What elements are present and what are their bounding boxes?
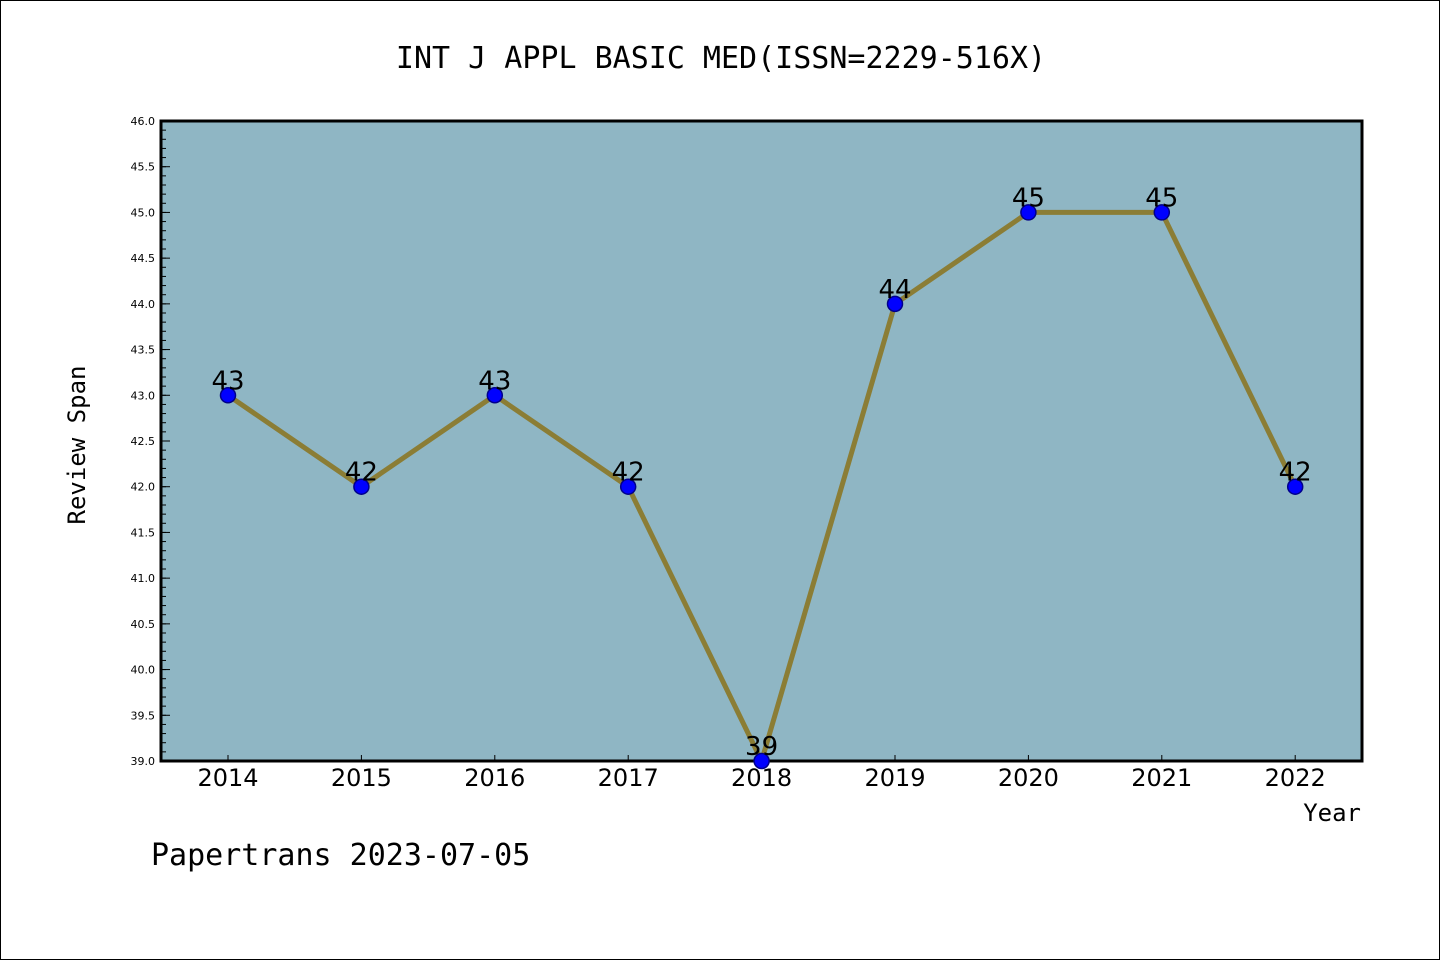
data-labels: 43 42 43 42 39 44 45 45 42 [211, 183, 1311, 762]
data-point [1286, 478, 1304, 495]
data-label: 43 [211, 366, 244, 396]
y-tick-label: 41.0 [131, 572, 156, 585]
y-tick-label: 44.0 [131, 298, 156, 311]
y-tick-label: 45.0 [131, 206, 156, 219]
y-tick-label: 40.0 [131, 664, 156, 677]
data-label: 45 [1012, 183, 1045, 213]
data-label: 43 [478, 366, 511, 396]
y-tick-label: 42.0 [131, 481, 156, 494]
x-tick-label: 2014 [197, 764, 258, 792]
chart-title: INT J APPL BASIC MED(ISSN=2229-516X) [396, 41, 1046, 76]
y-tick-labels: 39.0 39.5 40.0 40.5 41.0 41.5 42.0 42.5 43.0 43.5… [131, 115, 156, 768]
y-tick-label: 45.5 [131, 161, 156, 174]
data-point [753, 752, 770, 770]
y-tick-label: 46.0 [131, 115, 156, 128]
data-point [1020, 204, 1037, 221]
data-point [486, 387, 504, 404]
data-label: 39 [745, 732, 778, 762]
y-tick-label: 43.5 [131, 344, 156, 357]
y-major-ticks [161, 120, 170, 762]
x-tick-label: 2021 [1131, 764, 1192, 792]
x-axis-label: Year [1303, 799, 1361, 827]
y-tick-label: 43.0 [131, 389, 156, 402]
data-point [219, 387, 237, 404]
plot-area [159, 119, 1364, 763]
y-tick-label: 42.5 [131, 435, 156, 448]
data-markers [219, 204, 1304, 770]
data-label: 42 [1279, 458, 1312, 488]
y-tick-label: 39.0 [131, 755, 156, 768]
x-tick-label: 2015 [331, 764, 392, 792]
x-tick-label: 2016 [464, 764, 525, 792]
data-label: 42 [612, 458, 645, 488]
x-tick-label: 2022 [1265, 764, 1326, 792]
data-point [353, 478, 370, 495]
data-label: 45 [1145, 183, 1178, 213]
x-tick-labels: 2014 2015 2016 2017 2018 2019 2020 2021 2022 [197, 764, 1325, 792]
x-tick-label: 2020 [998, 764, 1059, 792]
y-axis-label: Review Span [63, 366, 91, 525]
data-point [886, 295, 904, 313]
data-label: 44 [878, 275, 911, 305]
y-tick-label: 44.5 [131, 252, 156, 265]
data-point [1153, 204, 1171, 221]
data-label: 42 [345, 458, 378, 488]
footer-text: Papertrans 2023-07-05 [151, 838, 530, 873]
x-tick-label: 2017 [598, 764, 659, 792]
y-tick-label: 39.5 [131, 709, 156, 722]
y-tick-label: 41.5 [131, 526, 156, 539]
data-point [619, 478, 637, 495]
y-tick-label: 40.5 [131, 618, 156, 631]
x-tick-label: 2019 [864, 764, 925, 792]
